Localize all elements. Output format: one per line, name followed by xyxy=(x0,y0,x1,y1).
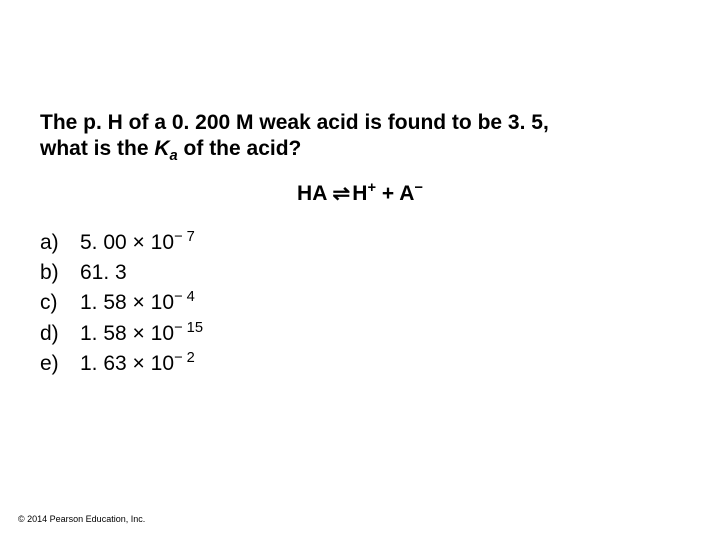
option-c-label: c) xyxy=(40,288,80,318)
eq-h: H xyxy=(352,182,367,205)
ka-symbol: K xyxy=(154,137,169,160)
copyright-text: © 2014 Pearson Education, Inc. xyxy=(18,514,145,524)
option-c-value: 1. 58 × 10− 4 xyxy=(80,288,680,318)
question-line2-pre: what is the xyxy=(40,137,154,160)
eq-h-sup: + xyxy=(367,180,376,196)
ka-subscript: a xyxy=(170,148,178,164)
option-c-exp: − 4 xyxy=(174,289,195,305)
option-a-exp: − 7 xyxy=(174,229,195,245)
option-b-value: 61. 3 xyxy=(80,258,680,288)
option-e-value: 1. 63 × 10− 2 xyxy=(80,349,680,379)
option-e-text: 1. 63 × 10 xyxy=(80,352,174,375)
option-a-label: a) xyxy=(40,228,80,258)
eq-a: A xyxy=(399,182,414,205)
option-a-value: 5. 00 × 10− 7 xyxy=(80,228,680,258)
option-c: c) 1. 58 × 10− 4 xyxy=(40,288,680,318)
option-d-value: 1. 58 × 10− 15 xyxy=(80,319,680,349)
option-d-exp: − 15 xyxy=(174,320,203,336)
option-d-label: d) xyxy=(40,319,80,349)
option-a: a) 5. 00 × 10− 7 xyxy=(40,228,680,258)
slide-content: The p. H of a 0. 200 M weak acid is foun… xyxy=(40,110,680,380)
option-b-text: 61. 3 xyxy=(80,261,127,284)
eq-lhs: HA xyxy=(297,182,327,205)
question-line1: The p. H of a 0. 200 M weak acid is foun… xyxy=(40,111,549,134)
option-d-text: 1. 58 × 10 xyxy=(80,322,174,345)
option-b-label: b) xyxy=(40,258,80,288)
option-e-exp: − 2 xyxy=(174,350,195,366)
option-b: b) 61. 3 xyxy=(40,258,680,288)
question-line2-post: of the acid? xyxy=(178,137,302,160)
option-c-text: 1. 58 × 10 xyxy=(80,291,174,314)
option-a-text: 5. 00 × 10 xyxy=(80,231,174,254)
equilibrium-icon: ⇌ xyxy=(332,181,346,206)
question-text: The p. H of a 0. 200 M weak acid is foun… xyxy=(40,110,680,163)
equation: HA ⇌ H+ + A− xyxy=(40,181,680,206)
option-d: d) 1. 58 × 10− 15 xyxy=(40,319,680,349)
answer-options: a) 5. 00 × 10− 7 b) 61. 3 c) 1. 58 × 10−… xyxy=(40,228,680,380)
option-e-label: e) xyxy=(40,349,80,379)
eq-plus: + xyxy=(376,182,399,205)
option-e: e) 1. 63 × 10− 2 xyxy=(40,349,680,379)
eq-a-sup: − xyxy=(414,180,423,196)
